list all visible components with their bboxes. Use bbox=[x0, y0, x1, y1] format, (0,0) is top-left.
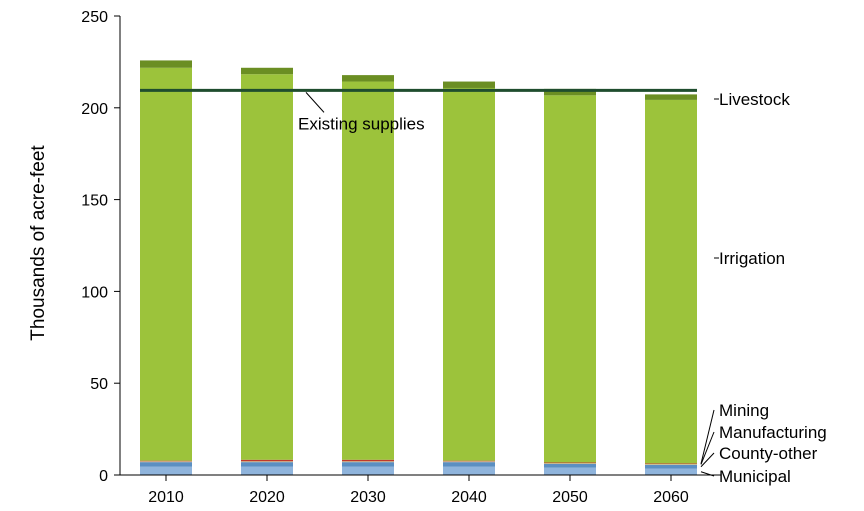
x-tick-label-2010: 2010 bbox=[148, 489, 184, 506]
bar-segment-irrigation-2030 bbox=[342, 81, 394, 460]
x-tick-label-2030: 2030 bbox=[350, 489, 386, 506]
bar-segment-irrigation-2060 bbox=[645, 99, 697, 464]
leader-manufacturing bbox=[700, 431, 715, 465]
x-tick-label-2020: 2020 bbox=[249, 489, 285, 506]
x-tick-label-2060: 2060 bbox=[653, 489, 689, 506]
bar-segment-manufacturing-2050 bbox=[544, 463, 596, 464]
bar-segment-livestock-2010 bbox=[140, 60, 192, 68]
existing-supplies-label: Existing supplies bbox=[298, 114, 425, 133]
bar-segment-mining-2050 bbox=[544, 462, 596, 464]
bar-segment-manufacturing-2020 bbox=[241, 461, 293, 463]
leader-mining bbox=[700, 409, 715, 464]
bar-segment-municipal-2010 bbox=[140, 466, 192, 475]
x-tick-label-2050: 2050 bbox=[552, 489, 588, 506]
bar-segment-mining-2040 bbox=[443, 460, 495, 462]
bar-segment-municipal-2060 bbox=[645, 468, 697, 475]
bar-segment-mining-2060 bbox=[645, 463, 697, 464]
leader-municipal bbox=[700, 471, 715, 477]
existing-supplies-line: Existing supplies bbox=[140, 88, 697, 133]
series-label-livestock: Livestock bbox=[719, 90, 790, 109]
bar-segment-livestock-2050 bbox=[544, 88, 596, 96]
bar-segment-irrigation-2040 bbox=[443, 87, 495, 461]
bar-segment-livestock-2020 bbox=[241, 67, 293, 75]
series-label-county-other: County-other bbox=[719, 444, 818, 463]
y-tick-label-250: 250 bbox=[81, 9, 108, 26]
bar-segment-municipal-2030 bbox=[342, 466, 394, 475]
y-tick-label-0: 0 bbox=[99, 468, 108, 485]
bar-segment-county-other-2060 bbox=[645, 464, 697, 469]
bar-segment-county-other-2040 bbox=[443, 462, 495, 467]
existing-supplies-leader bbox=[305, 92, 325, 113]
x-axis: 2010 2020 2030 2040 2050 2060 bbox=[120, 474, 722, 506]
bar-segment-livestock-2030 bbox=[342, 75, 394, 82]
y-tick-label-200: 200 bbox=[81, 101, 108, 118]
series-label-mining: Mining bbox=[719, 401, 769, 420]
bar-segment-municipal-2020 bbox=[241, 466, 293, 475]
bar-segment-irrigation-2010 bbox=[140, 67, 192, 461]
y-tick-label-50: 50 bbox=[90, 376, 108, 393]
x-tick-label-2040: 2040 bbox=[451, 489, 487, 506]
bar-segment-manufacturing-2040 bbox=[443, 461, 495, 463]
bar-segment-county-other-2050 bbox=[544, 463, 596, 468]
bar-segment-mining-2030 bbox=[342, 459, 394, 462]
bar-segment-mining-2010 bbox=[140, 460, 192, 462]
bar-segment-mining-2020 bbox=[241, 459, 293, 462]
bar-segment-municipal-2050 bbox=[544, 467, 596, 475]
bar-segment-manufacturing-2030 bbox=[342, 461, 394, 463]
bar-segment-county-other-2020 bbox=[241, 462, 293, 467]
series-label-manufacturing: Manufacturing bbox=[719, 423, 827, 442]
plot-area bbox=[140, 60, 697, 475]
y-axis: 0 50 100 150 200 250 bbox=[81, 9, 121, 485]
bar-segment-irrigation-2020 bbox=[241, 74, 293, 460]
bar-segment-county-other-2030 bbox=[342, 462, 394, 467]
y-tick-label-150: 150 bbox=[81, 193, 108, 210]
bar-segment-manufacturing-2010 bbox=[140, 461, 192, 463]
y-tick-label-100: 100 bbox=[81, 284, 108, 301]
bar-segment-livestock-2040 bbox=[443, 81, 495, 88]
series-label-municipal: Municipal bbox=[719, 467, 791, 486]
series-label-irrigation: Irrigation bbox=[719, 249, 785, 268]
bar-segment-irrigation-2050 bbox=[544, 95, 596, 463]
bar-segment-livestock-2060 bbox=[645, 94, 697, 100]
bar-segment-county-other-2010 bbox=[140, 462, 192, 467]
series-annotations: Municipal County-other Manufacturing Mining… bbox=[700, 90, 827, 486]
leader-county-other bbox=[700, 452, 715, 468]
bar-segment-municipal-2040 bbox=[443, 466, 495, 475]
bar-segment-manufacturing-2060 bbox=[645, 463, 697, 465]
y-axis-title: Thousands of acre-feet bbox=[28, 145, 49, 341]
